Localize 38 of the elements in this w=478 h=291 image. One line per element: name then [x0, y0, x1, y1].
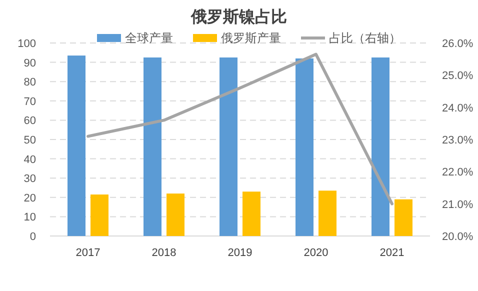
y-tick-label: 10	[24, 212, 36, 224]
legend-label: 俄罗斯产量	[221, 31, 281, 45]
y-tick-label: 0	[30, 231, 36, 243]
x-tick-label: 2021	[380, 247, 404, 259]
y-tick-label: 60	[24, 115, 36, 128]
y-tick-label: 70	[24, 96, 36, 108]
chart-title: 俄罗斯镍占比	[190, 8, 287, 26]
y-tick-label: 100	[18, 38, 36, 50]
bar	[242, 192, 260, 236]
y-tick-label: 40	[24, 154, 36, 166]
y-tick-label: 90	[24, 57, 36, 70]
bar	[90, 194, 108, 236]
x-tick-label: 2018	[152, 247, 176, 259]
y-tick-label: 50	[24, 134, 36, 146]
bar	[144, 57, 162, 236]
x-tick-label: 2020	[304, 247, 328, 259]
bar	[68, 56, 86, 236]
y2-tick-label: 25.0%	[442, 70, 474, 82]
y-tick-label: 30	[24, 173, 36, 186]
legend-label: 占比（右轴）	[329, 31, 401, 45]
bar	[318, 190, 336, 236]
bar	[372, 57, 390, 236]
y-tick-label: 20	[24, 192, 36, 204]
y2-tick-label: 26.0%	[442, 38, 474, 50]
bar	[220, 57, 238, 236]
x-tick-label: 2019	[228, 247, 252, 259]
line-series	[86, 52, 394, 206]
y-tick-label: 80	[24, 76, 36, 89]
y2-tick-label: 21.0%	[442, 198, 474, 211]
y2-tick-label: 23.0%	[442, 134, 474, 146]
y2-tick-label: 24.0%	[442, 102, 474, 114]
legend-label: 全球产量	[125, 31, 173, 45]
bar	[394, 199, 412, 236]
bar	[296, 58, 314, 236]
bar	[166, 194, 184, 236]
y2-tick-label: 22.0%	[442, 166, 474, 179]
y2-tick-label: 20.0%	[442, 231, 474, 243]
x-tick-label: 2017	[76, 247, 100, 259]
